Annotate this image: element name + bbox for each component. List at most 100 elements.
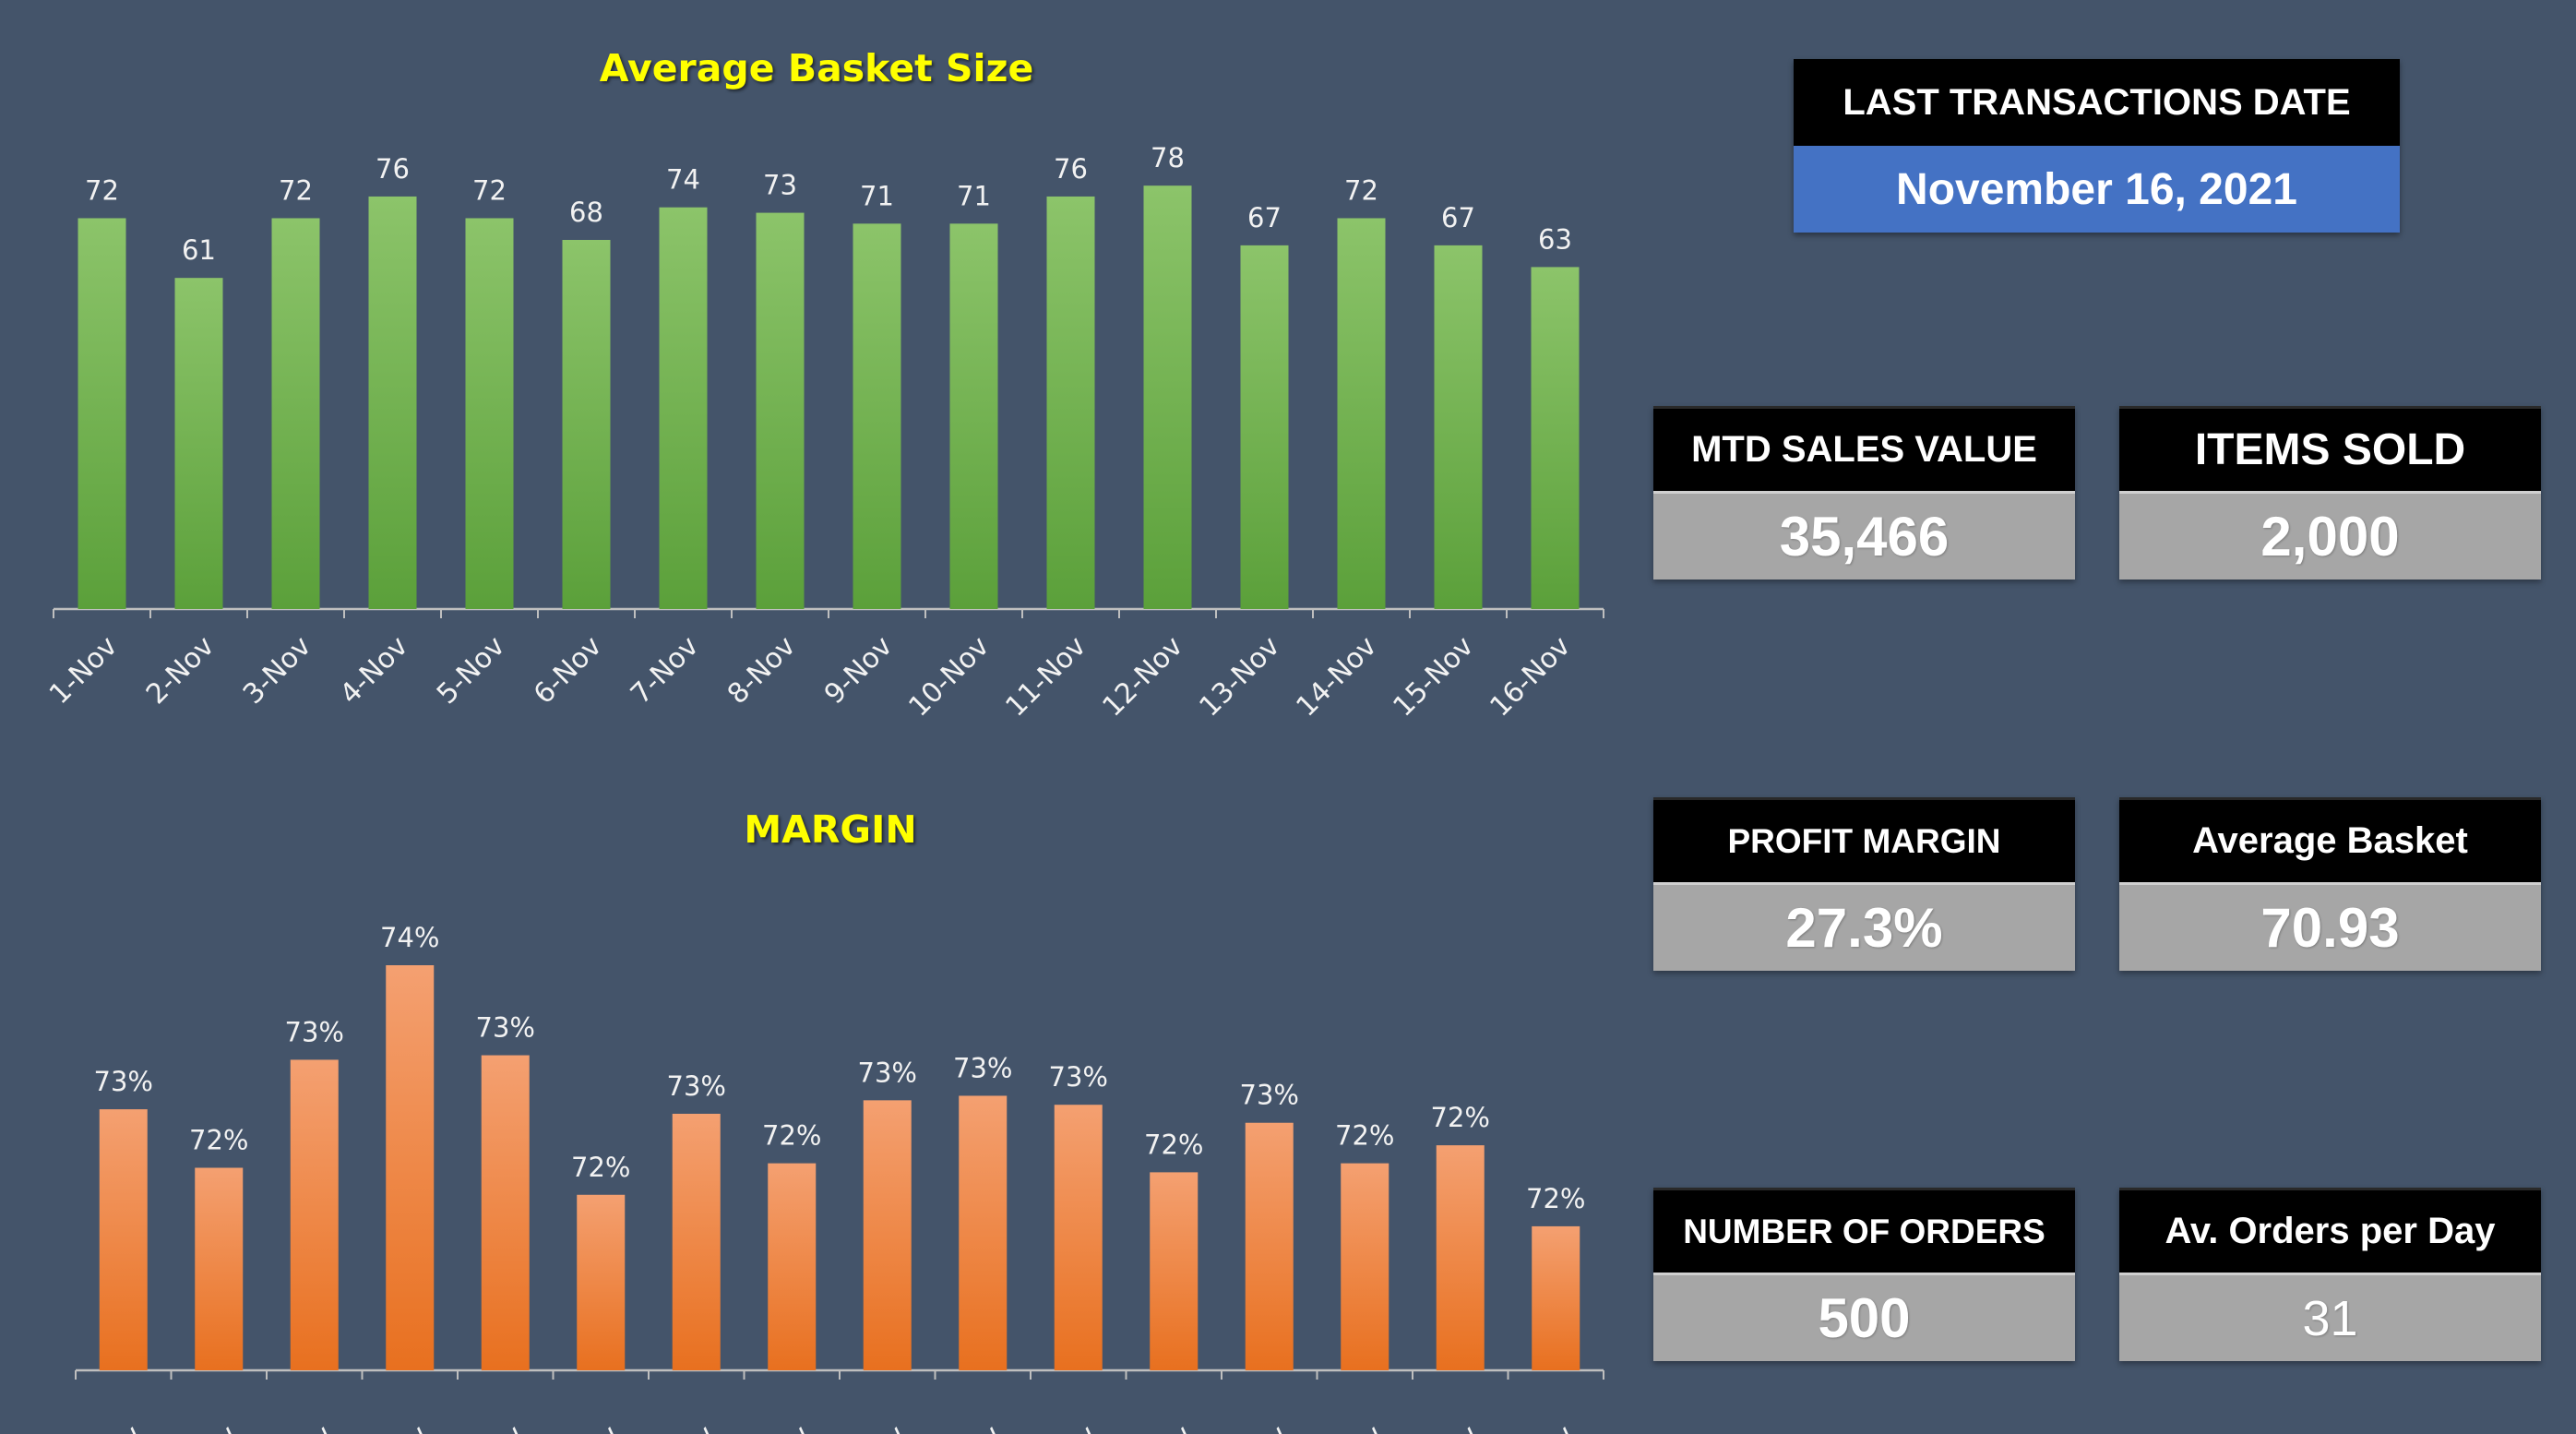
data-label-15-Nov: 72% — [1431, 1102, 1490, 1133]
bar-6-Nov — [562, 240, 611, 609]
tick-label-11-Nov: 11-Nov — [999, 630, 1092, 723]
data-label-13-Nov: 73% — [1240, 1080, 1299, 1111]
items-sold-card: ITEMS SOLD 2,000 — [2119, 406, 2541, 580]
data-label-8-Nov: 72% — [762, 1120, 821, 1152]
data-label-16-Nov: 72% — [1526, 1183, 1585, 1214]
orders-per-day-value: 31 — [2119, 1273, 2541, 1361]
number-of-orders-value: 500 — [1653, 1273, 2075, 1361]
bar-12-Nov — [1143, 185, 1192, 610]
bar-5-Nov — [465, 218, 514, 609]
last-transactions-value: November 16, 2021 — [1794, 146, 2400, 233]
data-label-14-Nov: 72% — [1335, 1120, 1394, 1152]
tick-label-4-Nov: 4-Nov — [334, 630, 414, 711]
tick-label-5-Nov: 5-Nov — [431, 630, 511, 711]
tick-label-5-Nov: lov — [479, 1419, 531, 1434]
tick-label-1-Nov: 1-Nov — [43, 630, 124, 711]
bar-3-Nov — [271, 218, 320, 609]
profit-margin-value: 27.3% — [1653, 882, 2075, 971]
tick-label-3-Nov: lov — [288, 1419, 340, 1434]
bar-8-Nov — [756, 212, 805, 609]
data-label-10-Nov: 73% — [953, 1052, 1012, 1083]
orders-per-day-label: Av. Orders per Day — [2119, 1188, 2541, 1273]
last-transactions-card: LAST TRANSACTIONS DATE November 16, 2021 — [1794, 59, 2400, 233]
bar-13-Nov — [1240, 245, 1289, 609]
tick-label-6-Nov: 6-Nov — [528, 630, 608, 711]
data-label-2-Nov: 61 — [182, 234, 216, 266]
items-sold-value: 2,000 — [2119, 491, 2541, 580]
bar-3-Nov — [290, 1059, 339, 1370]
bar-13-Nov — [1245, 1122, 1294, 1370]
tick-label-7-Nov: 7-Nov — [625, 630, 705, 711]
data-label-5-Nov: 73% — [476, 1012, 535, 1044]
bar-6-Nov — [577, 1194, 626, 1370]
data-label-6-Nov: 68 — [569, 197, 603, 228]
bar-15-Nov — [1434, 245, 1483, 609]
items-sold-label: ITEMS SOLD — [2119, 406, 2541, 491]
mtd-sales-card: MTD SALES VALUE 35,466 — [1653, 406, 2075, 580]
data-label-7-Nov: 73% — [667, 1070, 726, 1102]
data-label-4-Nov: 76 — [376, 153, 410, 185]
tick-label-7-Nov: lov — [670, 1419, 722, 1434]
margin-chart: 73% lov 72% lov 73% lov 74% lov 73% lov 72% lov 73% l… — [0, 757, 1624, 1434]
profit-margin-card: PROFIT MARGIN 27.3% — [1653, 797, 2075, 971]
bar-10-Nov — [959, 1095, 1008, 1370]
basket-chart: 72 1-Nov 61 2-Nov 72 3-Nov 76 4-Nov 72 5-Nov 68 6-N… — [0, 0, 1624, 738]
tick-label-13-Nov: 13-Nov — [1193, 630, 1286, 723]
tick-label-2-Nov: lov — [193, 1419, 244, 1434]
bar-5-Nov — [481, 1055, 530, 1370]
bar-10-Nov — [949, 223, 998, 609]
margin-chart-title: MARGIN — [744, 807, 917, 852]
tick-label-8-Nov: 8-Nov — [722, 630, 802, 711]
tick-label-2-Nov: 2-Nov — [140, 630, 221, 711]
tick-label-11-Nov: lov — [1052, 1419, 1103, 1434]
bar-2-Nov — [195, 1167, 244, 1370]
average-basket-value: 70.93 — [2119, 882, 2541, 971]
data-label-16-Nov: 63 — [1538, 223, 1572, 255]
data-label-12-Nov: 78 — [1151, 142, 1185, 173]
bar-9-Nov — [863, 1100, 912, 1370]
data-label-8-Nov: 73 — [763, 170, 797, 201]
bar-11-Nov — [1054, 1105, 1103, 1370]
tick-label-10-Nov: 10-Nov — [902, 630, 996, 723]
bar-9-Nov — [853, 223, 901, 609]
mtd-sales-value: 35,466 — [1653, 491, 2075, 580]
tick-label-9-Nov: lov — [861, 1419, 912, 1434]
data-label-13-Nov: 67 — [1247, 202, 1282, 233]
bar-8-Nov — [768, 1163, 817, 1370]
tick-label-4-Nov: lov — [384, 1419, 435, 1434]
mtd-sales-label: MTD SALES VALUE — [1653, 406, 2075, 491]
bar-4-Nov — [386, 965, 435, 1370]
tick-label-10-Nov: lov — [957, 1419, 1008, 1434]
tick-label-14-Nov: 14-Nov — [1290, 630, 1383, 723]
tick-label-16-Nov: 16-Nov — [1484, 630, 1577, 723]
orders-per-day-card: Av. Orders per Day 31 — [2119, 1188, 2541, 1361]
data-label-5-Nov: 72 — [472, 174, 507, 206]
average-basket-card: Average Basket 70.93 — [2119, 797, 2541, 971]
bar-16-Nov — [1531, 267, 1580, 609]
tick-label-15-Nov: 15-Nov — [1387, 630, 1480, 723]
bar-16-Nov — [1532, 1225, 1580, 1370]
data-label-6-Nov: 72% — [571, 1152, 630, 1183]
bar-1-Nov — [78, 218, 126, 609]
number-of-orders-card: NUMBER OF ORDERS 500 — [1653, 1188, 2075, 1361]
data-label-1-Nov: 73% — [94, 1066, 153, 1097]
bar-15-Nov — [1436, 1145, 1485, 1370]
bar-7-Nov — [659, 207, 708, 610]
tick-label-15-Nov: lov — [1434, 1419, 1485, 1434]
data-label-1-Nov: 72 — [85, 174, 119, 206]
last-transactions-label: LAST TRANSACTIONS DATE — [1794, 59, 2400, 146]
bar-1-Nov — [99, 1109, 148, 1370]
data-label-2-Nov: 72% — [189, 1125, 248, 1156]
profit-margin-label: PROFIT MARGIN — [1653, 797, 2075, 882]
data-label-4-Nov: 74% — [380, 922, 439, 953]
bar-14-Nov — [1337, 218, 1386, 609]
tick-label-16-Nov: lov — [1530, 1419, 1581, 1434]
data-label-3-Nov: 73% — [285, 1016, 344, 1047]
tick-label-9-Nov: 9-Nov — [818, 630, 899, 711]
data-label-15-Nov: 67 — [1441, 202, 1475, 233]
data-label-11-Nov: 73% — [1049, 1061, 1108, 1093]
bar-7-Nov — [672, 1113, 721, 1370]
tick-label-1-Nov: lov — [97, 1419, 149, 1434]
tick-label-14-Nov: lov — [1339, 1419, 1390, 1434]
data-label-12-Nov: 72% — [1144, 1129, 1203, 1160]
